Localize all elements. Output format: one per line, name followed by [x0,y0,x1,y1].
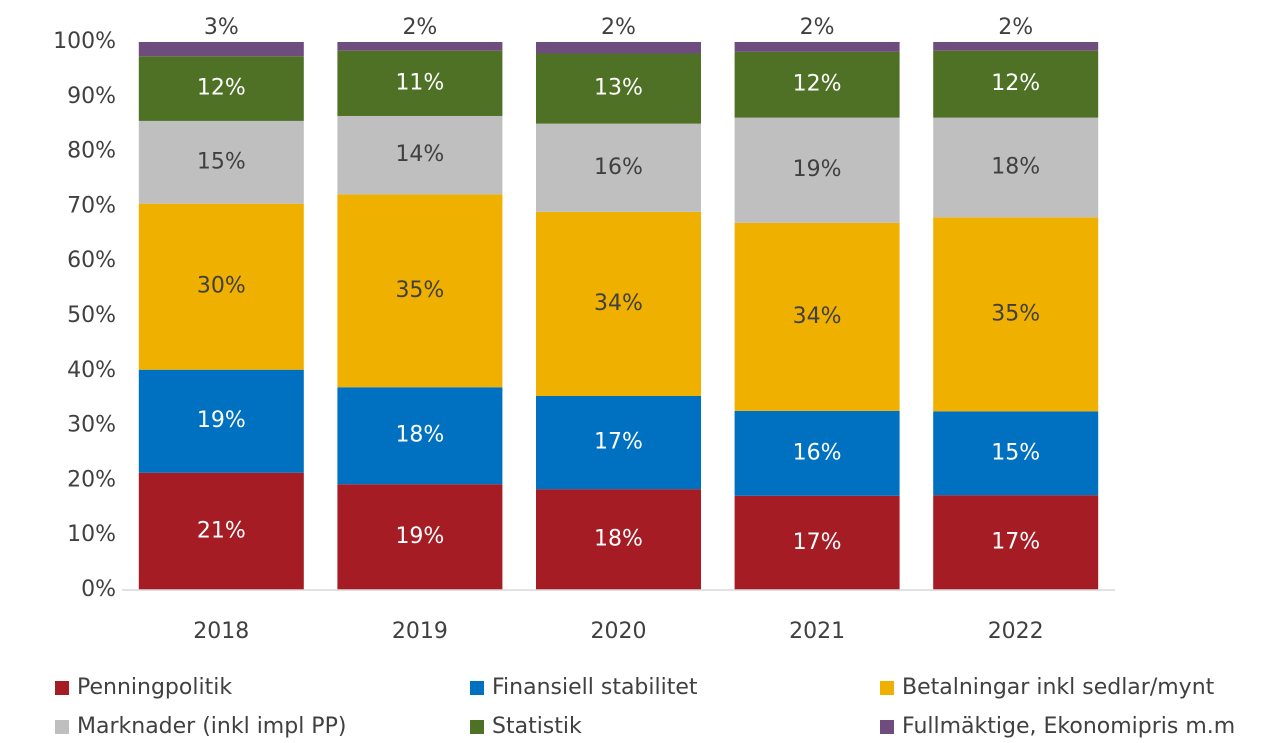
legend-label: Finansiell stabilitet [492,675,698,700]
data-label: 34% [594,291,643,316]
bar-segment [337,484,503,590]
y-tick-label: 40% [67,358,116,383]
bar-segment [337,387,503,485]
y-tick-label: 90% [67,84,116,109]
data-label: 18% [395,423,444,448]
y-tick-label: 80% [67,139,116,164]
y-tick-label: 60% [67,248,116,273]
data-label: 21% [197,518,246,543]
bar-segment [138,369,304,473]
bar-segment [734,222,900,411]
bar-segment [734,495,900,590]
legend-label: Statistik [492,714,582,739]
legend-swatch [470,681,484,695]
bar-segment [138,56,304,121]
data-label: 15% [991,440,1040,465]
data-label: 34% [793,304,842,329]
data-label: 2% [402,15,437,40]
legend-label: Penningpolitik [77,675,232,700]
bar-segment [734,42,900,52]
x-tick-label: 2020 [591,619,647,644]
bar-segment [536,396,701,490]
bar-segment [734,117,900,223]
y-tick-label: 30% [67,413,116,438]
bar-segment [933,42,1099,51]
bar-segment [138,42,304,57]
bar-segment [536,489,701,590]
data-label: 14% [395,142,444,167]
bar-segment [933,411,1099,496]
bar-segment [933,117,1099,218]
data-label: 19% [793,157,842,182]
legend-swatch [880,681,894,695]
bar-segment [138,120,304,204]
data-label: 2% [601,15,636,40]
bar-segment [536,123,701,212]
data-label: 17% [793,530,842,555]
bar-segment [337,42,503,51]
data-label: 2% [800,15,835,40]
bar-segment [734,410,900,496]
data-label: 2% [998,15,1033,40]
y-tick-label: 100% [53,29,116,54]
data-label: 18% [594,527,643,552]
data-label: 13% [594,76,643,101]
legend-swatch [55,720,69,734]
bar-segment [933,50,1099,118]
data-label: 11% [395,70,444,95]
data-label: 16% [594,155,643,180]
data-label: 16% [793,440,842,465]
y-tick-label: 20% [67,467,116,492]
bar-segment [536,42,701,54]
bar-segment [933,217,1099,412]
x-tick-label: 2022 [988,619,1044,644]
data-label: 30% [197,274,246,299]
data-label: 12% [197,76,246,101]
legend-swatch [470,720,484,734]
data-label: 35% [395,278,444,303]
bar-segment [138,203,304,370]
data-label: 17% [991,530,1040,555]
data-label: 3% [204,15,239,40]
bar-segment [536,211,701,397]
x-tick-label: 2019 [392,619,448,644]
y-tick-label: 0% [81,577,116,602]
x-tick-label: 2018 [193,619,249,644]
y-tick-label: 50% [67,303,116,328]
x-tick-label: 2021 [789,619,845,644]
bar-segment [337,115,503,195]
bar-segment [933,495,1099,590]
data-label: 17% [594,430,643,455]
y-tick-label: 10% [67,522,116,547]
bar-segment [337,50,503,116]
data-label: 35% [991,301,1040,326]
legend-swatch [55,681,69,695]
y-tick-label: 70% [67,193,116,218]
legend-swatch [880,720,894,734]
data-label: 12% [793,72,842,97]
data-label: 19% [197,408,246,433]
legend-label: Marknader (inkl impl PP) [77,714,346,739]
data-label: 12% [991,71,1040,96]
data-label: 18% [991,154,1040,179]
bar-segment [734,51,900,118]
legend-label: Betalningar inkl sedlar/mynt [902,675,1215,700]
data-label: 19% [395,524,444,549]
data-label: 15% [197,149,246,174]
legend-label: Fullmäktige, Ekonomipris m.m [902,714,1235,739]
bar-segment [536,53,701,124]
bar-segment [138,472,304,590]
bar-segment [337,194,503,388]
